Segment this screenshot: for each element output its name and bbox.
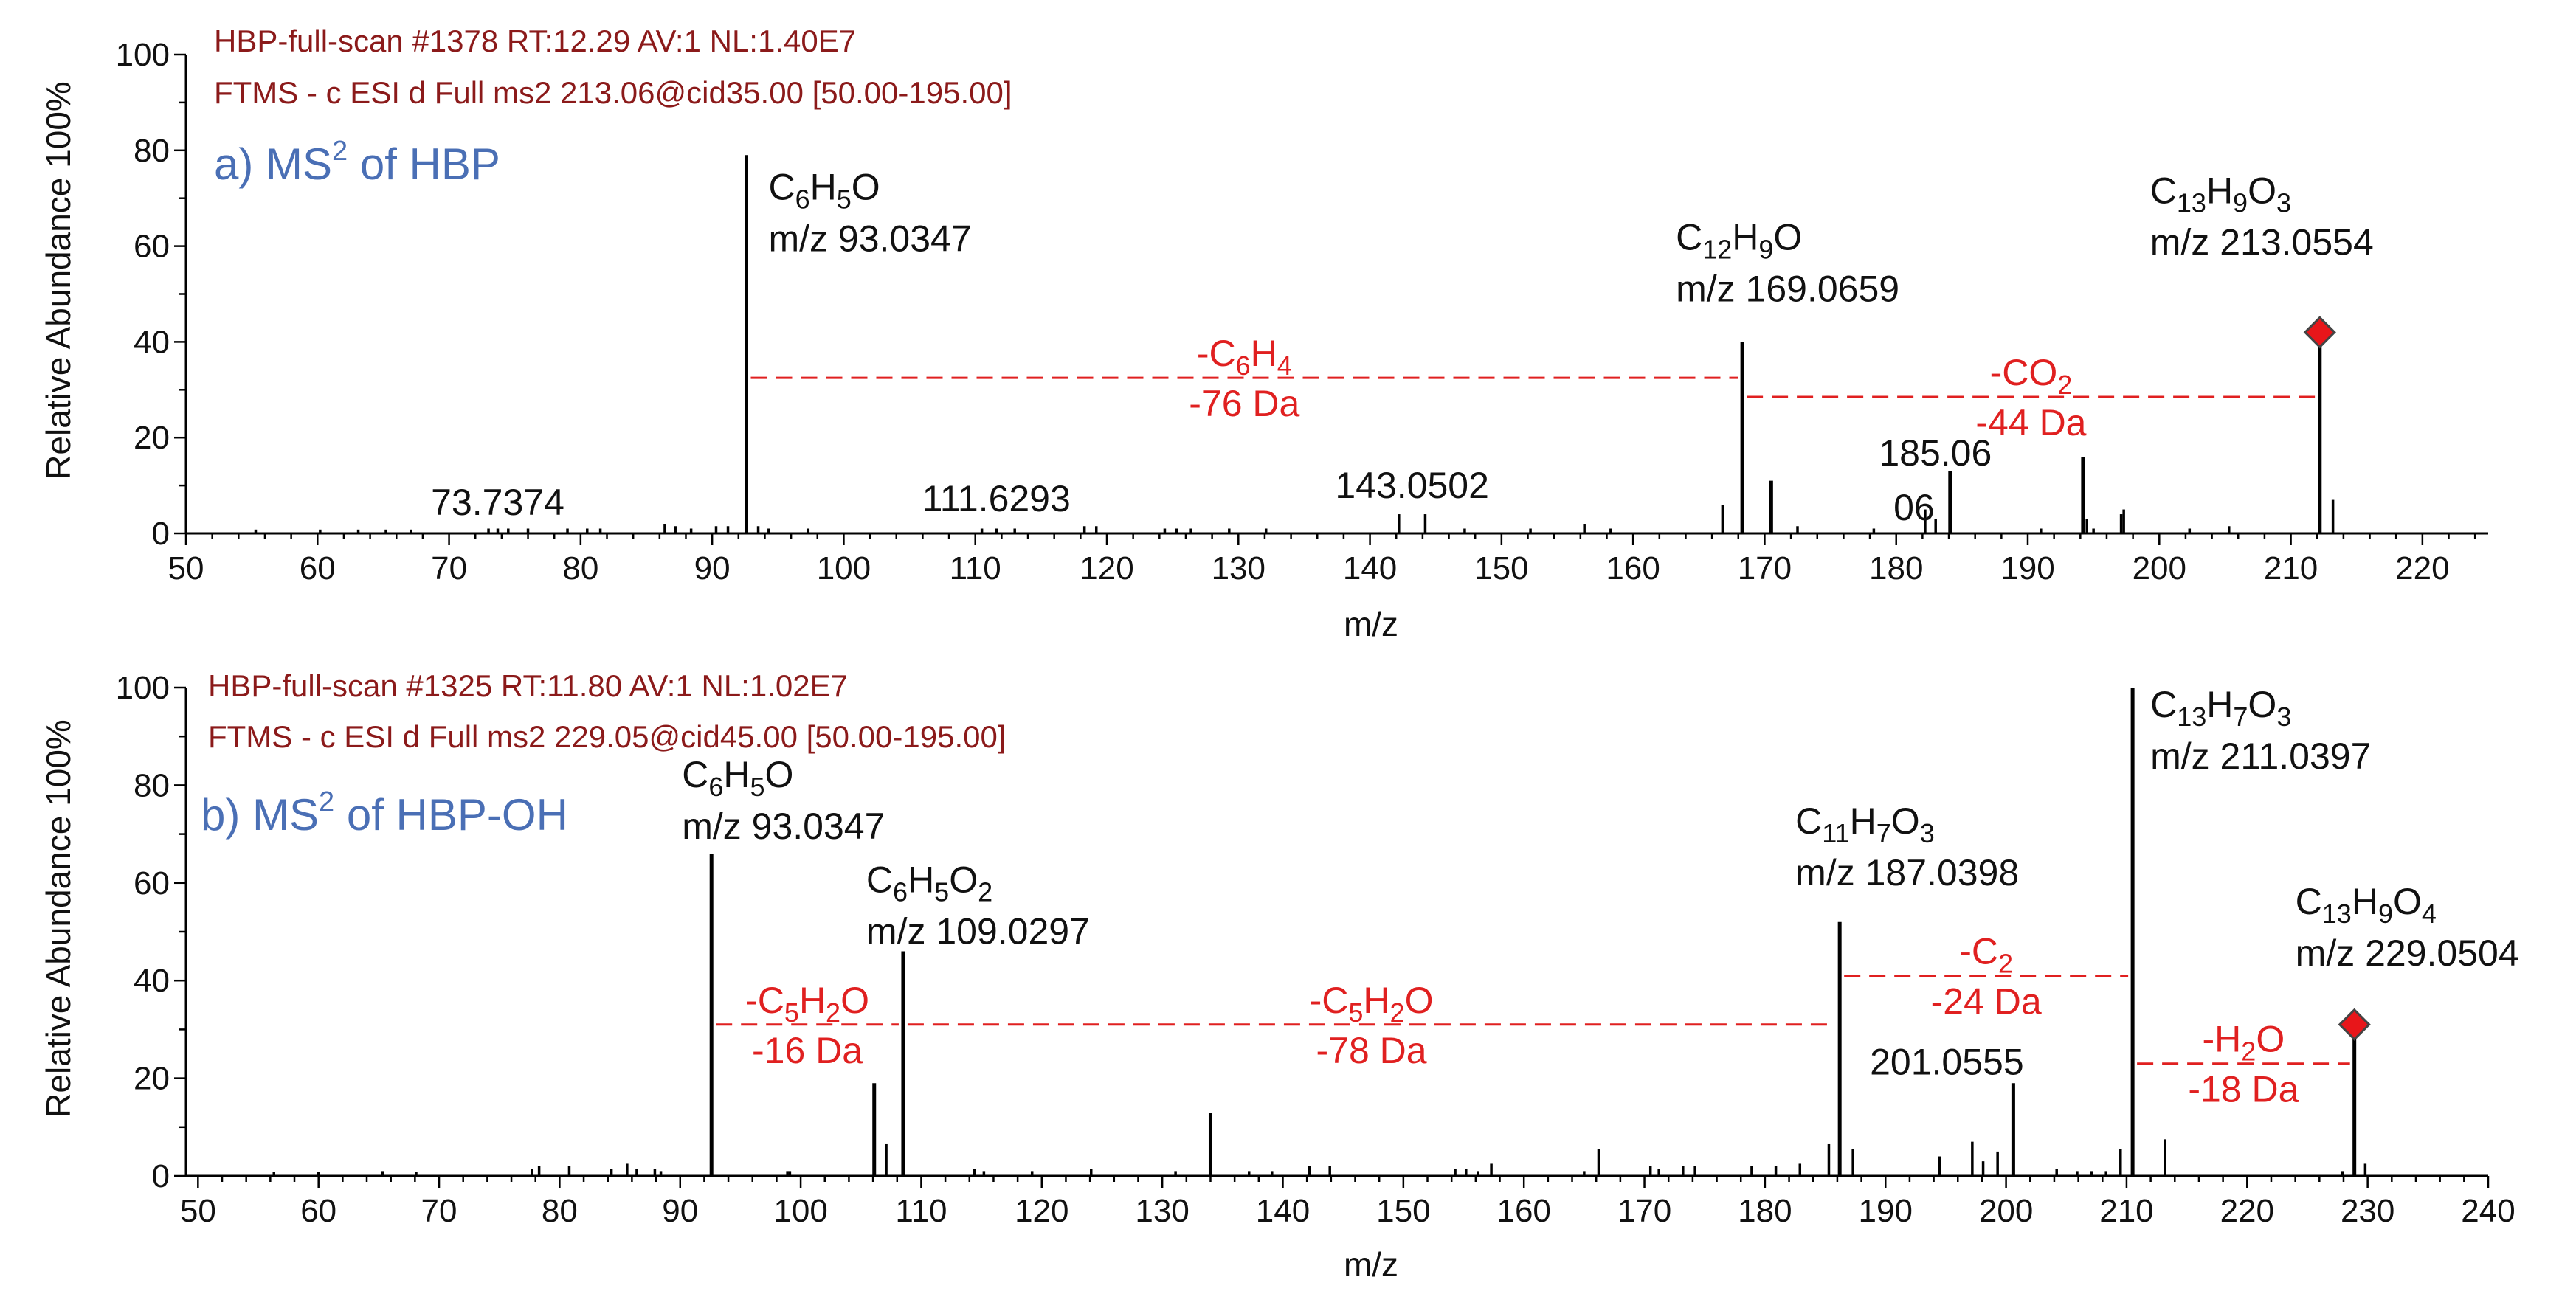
- panel-b-x-tick-label: 50: [180, 1193, 216, 1229]
- panel-b-x-tick-label: 170: [1617, 1193, 1671, 1229]
- panel-b-scan-header: HBP-full-scan #1325 RT:11.80 AV:1 NL:1.0…: [208, 668, 848, 703]
- panel-a-x-tick-label: 150: [1474, 550, 1528, 586]
- panel-a-peak-mz-label: 73.7374: [431, 482, 564, 523]
- panel-b-x-tick-label: 210: [2099, 1193, 2153, 1229]
- panel-b-x-tick-label: 240: [2461, 1193, 2515, 1229]
- panel-b-x-tick-label: 140: [1256, 1193, 1310, 1229]
- panel-b-x-tick-label: 160: [1496, 1193, 1550, 1229]
- panel-b-x-tick-label: 110: [895, 1193, 947, 1229]
- panel-b-x-tick-label: 180: [1738, 1193, 1792, 1229]
- panel-b-neutral-loss-formula: -C5H2O: [745, 980, 869, 1028]
- panel-a-x-axis-label: m/z: [1344, 605, 1398, 643]
- panel-a-y-tick-label: 0: [152, 516, 170, 552]
- panel-a-x-tick-label: 140: [1343, 550, 1397, 586]
- panel-b-x-tick-label: 60: [300, 1193, 336, 1229]
- panel-a-peak-mz-label: 185.06: [1879, 432, 1992, 474]
- panel-b-x-tick-label: 100: [773, 1193, 827, 1229]
- panel-a-x-tick-label: 120: [1080, 550, 1133, 586]
- panel-a-peak-mz-label: 06: [1893, 487, 1935, 528]
- panel-a-neutral-loss-mass: -76 Da: [1189, 383, 1299, 424]
- panel-b-ion-formula: C13H7O3: [2150, 684, 2291, 732]
- panel-a-ion-formula: C13H9O3: [2150, 170, 2291, 218]
- panel-a-neutral-loss-formula: -CO2: [1990, 352, 2073, 400]
- panel-a-y-tick-label: 100: [116, 37, 170, 73]
- panel-b-scan-method: FTMS - c ESI d Full ms2 229.05@cid45.00 …: [208, 719, 1006, 754]
- panel-a-scan-header: HBP-full-scan #1378 RT:12.29 AV:1 NL:1.4…: [214, 24, 856, 58]
- panel-a-y-tick-label: 40: [134, 324, 170, 360]
- panel-b-ion-mz: m/z 93.0347: [682, 806, 885, 847]
- panel-b-x-tick-label: 70: [421, 1193, 457, 1229]
- panel-a-peak-mz-label: 143.0502: [1335, 465, 1489, 506]
- panel-a-ion-formula: C12H9O: [1676, 216, 1802, 264]
- panel-b-peak-mz-label: 201.0555: [1870, 1042, 2024, 1083]
- panel-a-x-tick-label: 100: [817, 550, 871, 586]
- panel-b-x-tick-label: 230: [2341, 1193, 2394, 1229]
- panel-b-x-tick-label: 130: [1135, 1193, 1189, 1229]
- panel-a-precursor-marker: [2303, 316, 2336, 349]
- panel-a-ion-mz: m/z 169.0659: [1676, 268, 1899, 309]
- panel-a-x-tick-label: 90: [694, 550, 731, 586]
- panel-b-title: b) MS2 of HBP-OH: [201, 786, 568, 840]
- panel-b-neutral-loss-mass: -78 Da: [1316, 1030, 1427, 1071]
- panel-b-neutral-loss-mass: -18 Da: [2188, 1069, 2299, 1110]
- panel-a-x-tick-label: 70: [431, 550, 467, 586]
- panel-a-x-tick-label: 210: [2264, 550, 2318, 586]
- panel-a-title: a) MS2 of HBP: [214, 136, 500, 189]
- panel-b-precursor-marker: [2338, 1008, 2371, 1041]
- panel-b-x-tick-label: 200: [1979, 1193, 2033, 1229]
- panel-a-y-tick-label: 20: [134, 420, 170, 456]
- panel-b-neutral-loss-mass: -24 Da: [1931, 981, 2042, 1022]
- panel-b-y-tick-label: 60: [134, 865, 170, 902]
- panel-a-x-tick-label: 50: [168, 550, 204, 586]
- panel-b-x-tick-label: 220: [2220, 1193, 2274, 1229]
- panel-a-x-tick-label: 60: [300, 550, 336, 586]
- panel-b-ion-formula: C6H5O: [682, 754, 793, 802]
- panel-a-x-tick-label: 180: [1869, 550, 1923, 586]
- panel-a-x-tick-label: 130: [1212, 550, 1265, 586]
- panel-b-ion-formula: C6H5O2: [866, 859, 992, 907]
- panel-b-x-tick-label: 120: [1015, 1193, 1068, 1229]
- panel-b-x-tick-label: 190: [1859, 1193, 1913, 1229]
- panel-b-y-tick-label: 20: [134, 1061, 170, 1097]
- panel-a-x-tick-label: 220: [2395, 550, 2449, 586]
- panel-b-y-tick-label: 80: [134, 767, 170, 803]
- panel-b-x-tick-label: 80: [542, 1193, 578, 1229]
- panel-a-y-axis-label: Relative Abundance 100%: [39, 81, 77, 480]
- panel-a-x-tick-label: 80: [562, 550, 598, 586]
- panel-a-neutral-loss-mass: -44 Da: [1975, 402, 2086, 443]
- panel-b-x-tick-label: 90: [662, 1193, 698, 1229]
- panel-b-ion-mz: m/z 229.0504: [2296, 932, 2519, 974]
- panel-b-neutral-loss-mass: -16 Da: [752, 1030, 863, 1071]
- panel-a-ms2-hbp: HBP-full-scan #1378 RT:12.29 AV:1 NL:1.4…: [39, 24, 2488, 643]
- panel-b-ion-mz: m/z 109.0297: [866, 910, 1090, 952]
- panel-b-ion-mz: m/z 211.0397: [2150, 736, 2371, 777]
- panel-b-neutral-loss-formula: -H2O: [2203, 1019, 2285, 1067]
- panel-b-y-tick-label: 40: [134, 963, 170, 999]
- panel-a-neutral-loss-formula: -C6H4: [1197, 333, 1292, 381]
- panel-a-ion-mz: m/z 93.0347: [768, 218, 971, 259]
- panel-a-y-tick-label: 60: [134, 229, 170, 265]
- panel-b-y-tick-label: 0: [152, 1158, 170, 1194]
- panel-b-neutral-loss-formula: -C5H2O: [1310, 980, 1434, 1028]
- panel-b-ion-mz: m/z 187.0398: [1795, 852, 2019, 893]
- panel-a-ion-mz: m/z 213.0554: [2150, 221, 2374, 263]
- panel-b-neutral-loss-formula: -C2: [1959, 931, 2013, 979]
- panel-b-x-axis-label: m/z: [1344, 1245, 1398, 1284]
- panel-a-x-tick-label: 170: [1738, 550, 1792, 586]
- panel-b-ion-formula: C13H9O4: [2296, 881, 2437, 929]
- panel-b-y-tick-label: 100: [116, 670, 170, 706]
- panel-b-ion-formula: C11H7O3: [1795, 800, 1935, 848]
- panel-a-x-tick-label: 160: [1606, 550, 1660, 586]
- panel-b-y-axis-label: Relative Abundance 100%: [39, 719, 77, 1118]
- panel-a-ion-formula: C6H5O: [768, 166, 880, 214]
- panel-a-peak-mz-label: 111.6293: [922, 478, 1071, 519]
- panel-a-y-tick-label: 80: [134, 133, 170, 169]
- panel-b-x-tick-label: 150: [1376, 1193, 1430, 1229]
- panel-a-scan-method: FTMS - c ESI d Full ms2 213.06@cid35.00 …: [214, 75, 1012, 110]
- panel-b-ms2-hbp-oh: HBP-full-scan #1325 RT:11.80 AV:1 NL:1.0…: [39, 668, 2519, 1284]
- panel-a-x-tick-label: 200: [2133, 550, 2186, 586]
- panel-a-x-tick-label: 110: [950, 550, 1001, 586]
- panel-a-x-tick-label: 190: [2000, 550, 2054, 586]
